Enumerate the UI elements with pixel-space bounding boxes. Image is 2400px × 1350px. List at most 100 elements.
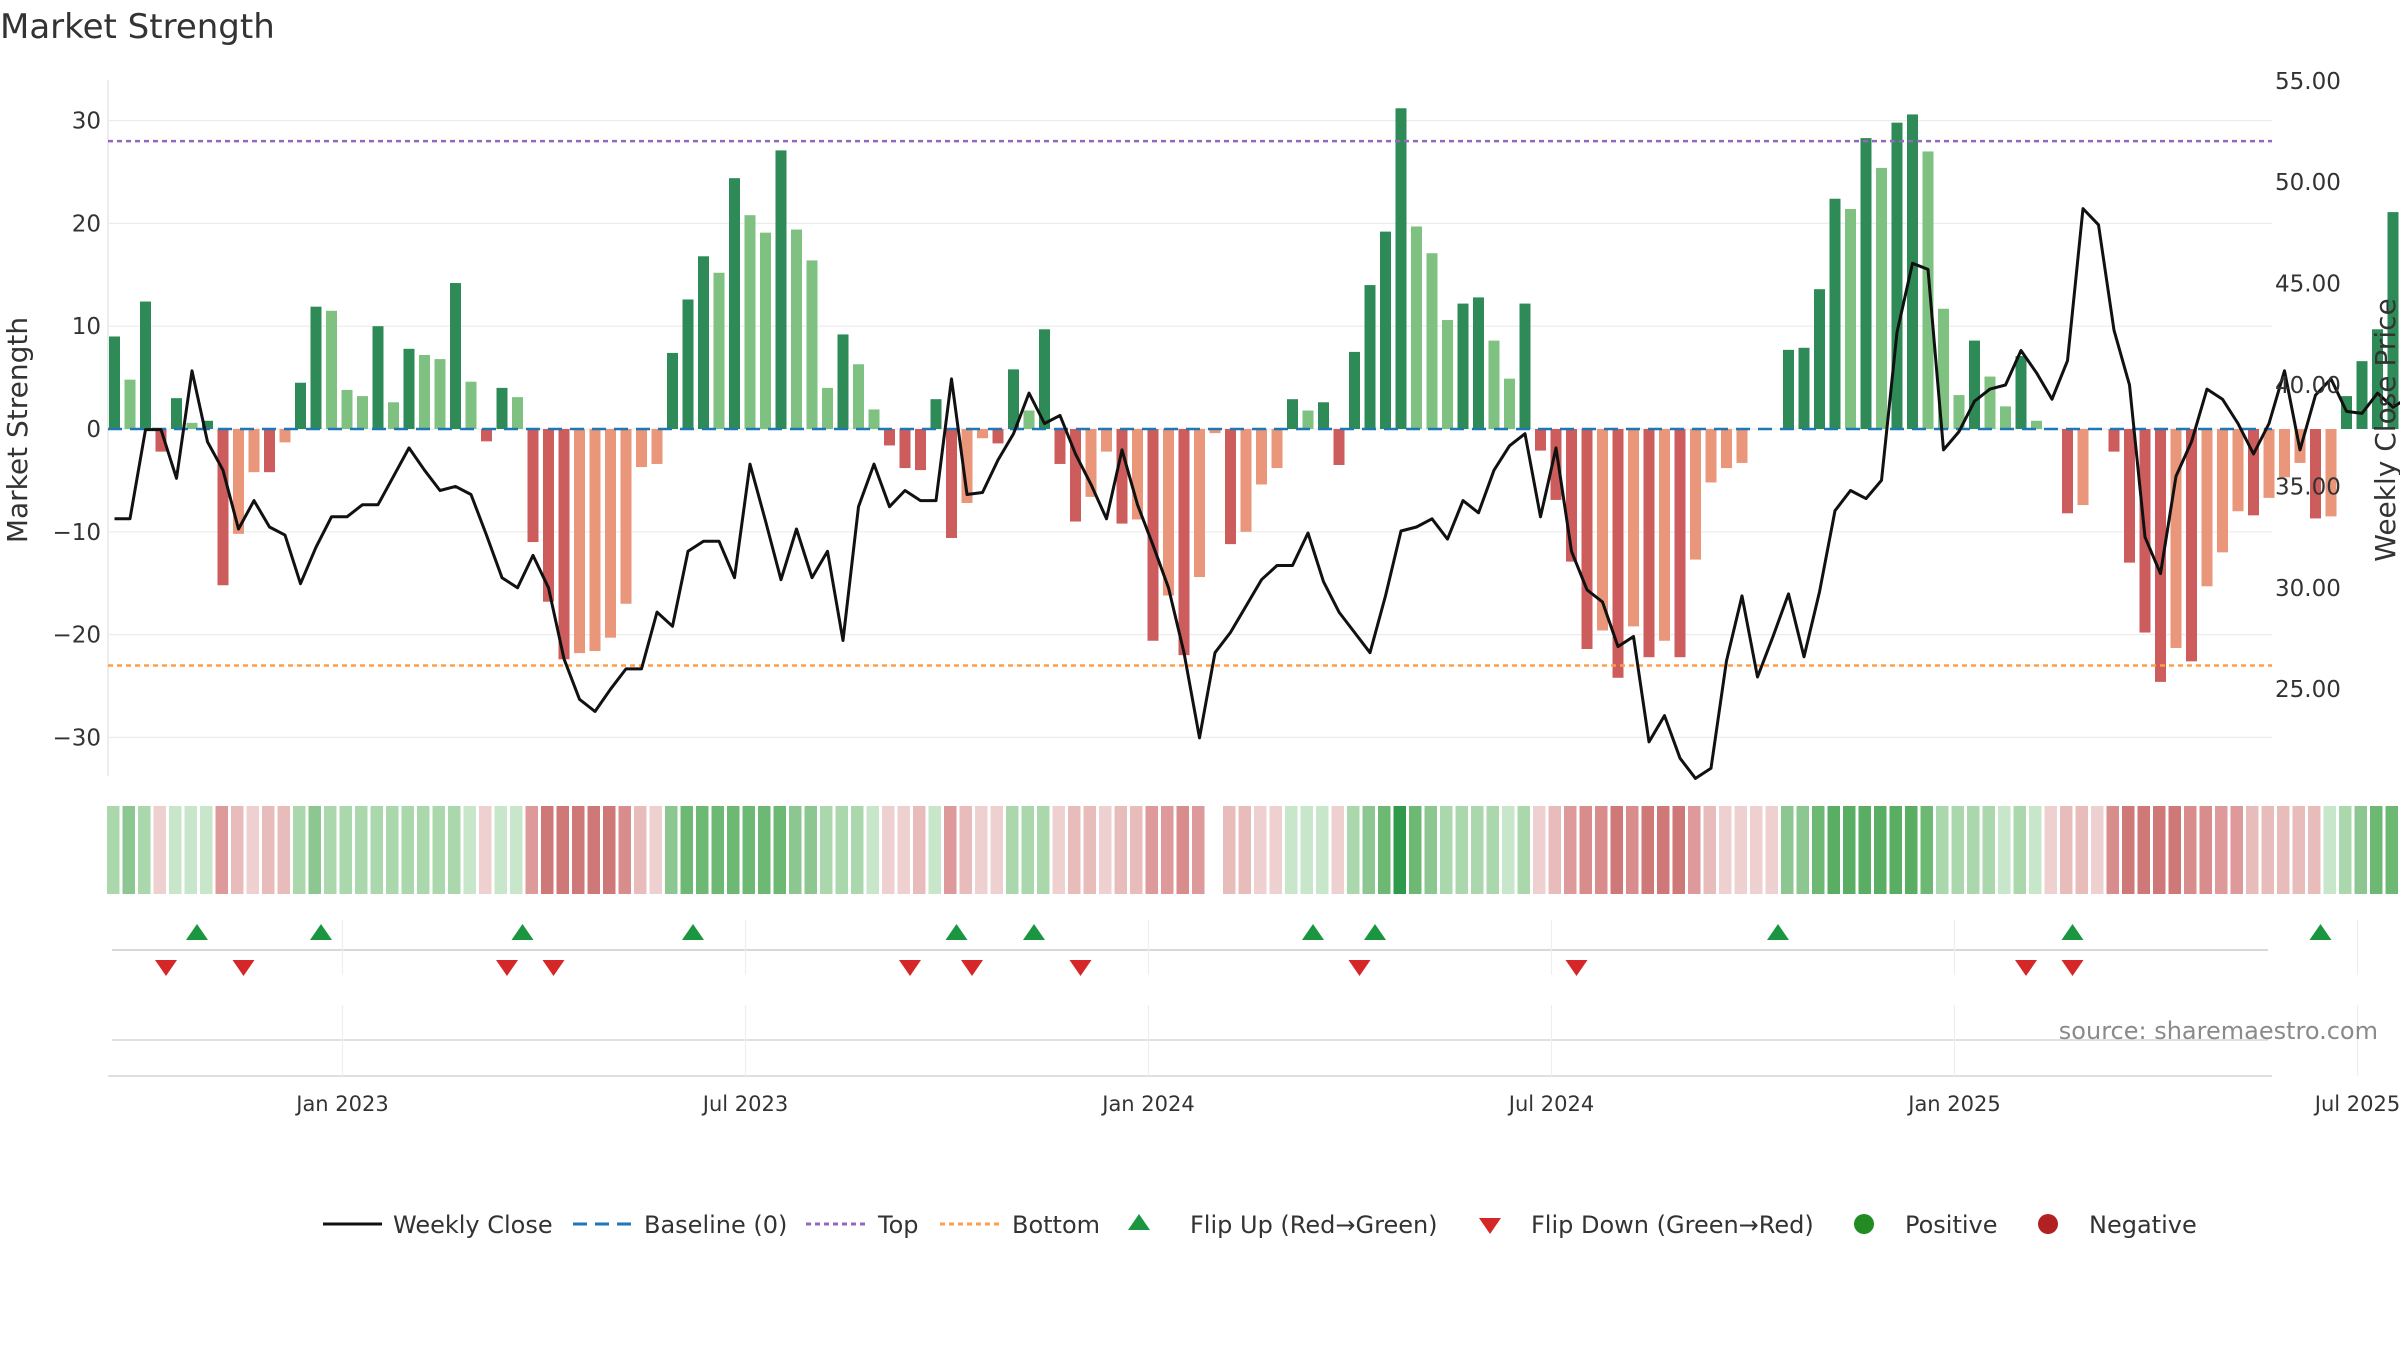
strength-bar bbox=[295, 382, 306, 429]
flip-up-marker bbox=[1302, 924, 1324, 940]
band-cell bbox=[1176, 806, 1189, 894]
strength-bar bbox=[2387, 212, 2399, 429]
strength-bar bbox=[682, 299, 694, 429]
band-cell bbox=[1161, 806, 1174, 894]
strength-bar bbox=[186, 422, 198, 429]
flip-up-marker bbox=[1023, 924, 1045, 940]
legend-label-bottom: Bottom bbox=[1012, 1211, 1100, 1239]
strength-bar bbox=[853, 364, 864, 429]
band-cell bbox=[494, 806, 507, 894]
strength-bar bbox=[729, 178, 740, 429]
band-cell bbox=[246, 806, 259, 894]
x-tick-label: Jan 2024 bbox=[1100, 1092, 1195, 1116]
strength-bar bbox=[791, 229, 802, 429]
band-cell bbox=[2385, 806, 2398, 894]
flip-down-marker bbox=[961, 960, 983, 976]
flip-up-marker bbox=[2061, 924, 2084, 940]
band-cell bbox=[2013, 806, 2026, 894]
band-cell bbox=[1610, 806, 1623, 894]
flip-up-marker bbox=[186, 924, 208, 940]
flip-down-marker bbox=[899, 960, 921, 976]
strength-bar bbox=[326, 310, 337, 429]
strength-bar bbox=[1442, 320, 1453, 429]
strength-bar bbox=[1085, 429, 1097, 497]
strength-bar bbox=[760, 232, 771, 429]
strength-bar bbox=[2155, 429, 2166, 682]
y2-tick-label: 30.00 bbox=[2275, 576, 2341, 602]
strength-bar bbox=[1705, 429, 1717, 483]
band-cell bbox=[1858, 806, 1871, 894]
strength-bar bbox=[1969, 340, 1980, 429]
band-cell bbox=[200, 806, 213, 894]
band-cell bbox=[525, 806, 538, 894]
band-cell bbox=[1285, 806, 1298, 894]
band-cell bbox=[1781, 806, 1794, 894]
band-cell bbox=[308, 806, 321, 894]
chart-title: Market Strength bbox=[0, 7, 275, 47]
band-cell bbox=[355, 806, 368, 894]
strength-bar bbox=[1736, 429, 1748, 463]
band-cell bbox=[2184, 806, 2197, 894]
strength-bar bbox=[1380, 231, 1391, 429]
band-cell bbox=[510, 806, 523, 894]
band-cell bbox=[1796, 806, 1809, 894]
band-cell bbox=[1378, 806, 1391, 894]
band-cell bbox=[2339, 806, 2352, 894]
y-tick-label: −20 bbox=[52, 623, 101, 649]
strength-bar bbox=[884, 429, 895, 446]
strength-bar bbox=[1318, 402, 1329, 429]
band-cell bbox=[1393, 806, 1406, 894]
strength-bar bbox=[1566, 429, 1577, 562]
legend-label-negative: Negative bbox=[2089, 1211, 2197, 1239]
band-cell bbox=[1021, 806, 1034, 894]
strength-bar bbox=[1860, 138, 1872, 430]
strength-bar bbox=[1209, 429, 1221, 434]
flip-up-marker bbox=[945, 924, 968, 940]
strength-bar bbox=[1488, 340, 1500, 429]
strength-bar bbox=[667, 352, 678, 429]
band-cell bbox=[2060, 806, 2073, 894]
strength-bar bbox=[2356, 361, 2368, 429]
y2-tick-label: 55.00 bbox=[2275, 69, 2341, 95]
legend-label-positive: Positive bbox=[1905, 1211, 1998, 1239]
strength-bar bbox=[744, 215, 756, 429]
strength-bar bbox=[915, 429, 926, 471]
strength-bar bbox=[2372, 329, 2383, 429]
strength-bar bbox=[651, 429, 663, 464]
band-cell bbox=[1719, 806, 1732, 894]
band-cell bbox=[2323, 806, 2336, 894]
band-cell bbox=[789, 806, 802, 894]
band-cell bbox=[541, 806, 554, 894]
strength-bar bbox=[1147, 429, 1159, 641]
band-cell bbox=[2292, 806, 2305, 894]
band-cell bbox=[1967, 806, 1980, 894]
strength-bar bbox=[1023, 410, 1035, 429]
flip-up-marker bbox=[310, 924, 332, 940]
strength-bar bbox=[1628, 429, 1639, 627]
band-cell bbox=[1223, 806, 1236, 894]
band-cell bbox=[1300, 806, 1313, 894]
strength-bar bbox=[1426, 253, 1438, 429]
strength-bar bbox=[2015, 356, 2027, 429]
strength-bar bbox=[217, 429, 229, 586]
band-cell bbox=[1672, 806, 1685, 894]
band-cell bbox=[215, 806, 228, 894]
band-cell bbox=[324, 806, 337, 894]
strength-bar bbox=[1395, 108, 1407, 429]
band-cell bbox=[1440, 806, 1453, 894]
band-cell bbox=[1905, 806, 1918, 894]
y-tick-label: −30 bbox=[52, 725, 101, 751]
band-cell bbox=[386, 806, 399, 894]
strength-bar bbox=[1938, 308, 1949, 429]
strength-bar bbox=[698, 256, 709, 429]
flip-down-marker bbox=[542, 960, 565, 976]
strength-bar bbox=[930, 399, 942, 429]
strength-bar bbox=[1876, 167, 1887, 429]
band-cell bbox=[928, 806, 941, 894]
strength-color-band bbox=[107, 806, 2398, 894]
band-cell bbox=[2168, 806, 2181, 894]
reference-lines bbox=[108, 139, 2272, 667]
band-cell bbox=[1533, 806, 1546, 894]
strength-bar bbox=[1287, 399, 1298, 429]
